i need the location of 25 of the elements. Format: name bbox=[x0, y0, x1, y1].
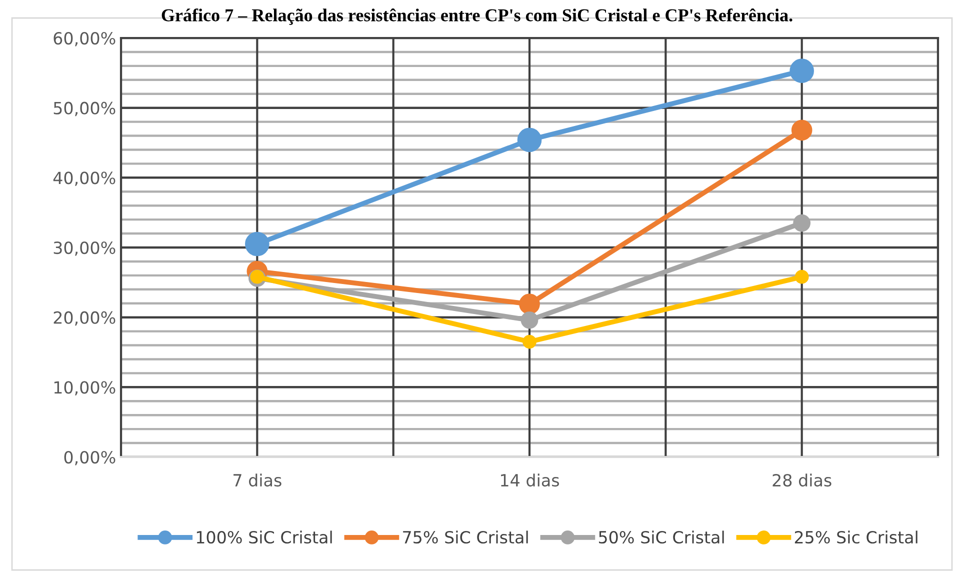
legend-label: 50% SiC Cristal bbox=[598, 530, 724, 544]
point bbox=[519, 294, 540, 314]
y-tick-label: 0,00% bbox=[64, 450, 116, 466]
point bbox=[250, 270, 264, 284]
point bbox=[791, 120, 812, 141]
y-tick-label: 10,00% bbox=[54, 381, 116, 396]
legend-label: 75% SiC Cristal bbox=[403, 530, 528, 544]
y-tick-label: 30,00% bbox=[54, 241, 116, 256]
x-tick-label: 28 dias bbox=[772, 474, 832, 487]
x-tick-label: 14 dias bbox=[501, 474, 559, 487]
y-tick-label: 20,00% bbox=[54, 311, 116, 326]
point bbox=[520, 311, 538, 329]
point bbox=[793, 214, 811, 232]
point bbox=[790, 58, 814, 83]
y-tick-label: 50,00% bbox=[54, 102, 116, 116]
x-tick-label: 7 dias bbox=[234, 474, 282, 487]
point bbox=[522, 334, 536, 349]
legend-label: 100% SiC Cristal bbox=[196, 530, 332, 544]
point bbox=[517, 128, 542, 152]
y-tick-label: 40,00% bbox=[53, 172, 116, 186]
point bbox=[245, 232, 270, 256]
point bbox=[794, 270, 809, 284]
legend-label: 25% Sic Cristal bbox=[794, 530, 918, 544]
chart-title: Gráfico 7 – Relação das resistências entre CP's com SiC Cristal e CP's Referência. bbox=[162, 8, 792, 25]
y-tick-label: 60,00% bbox=[54, 32, 116, 46]
